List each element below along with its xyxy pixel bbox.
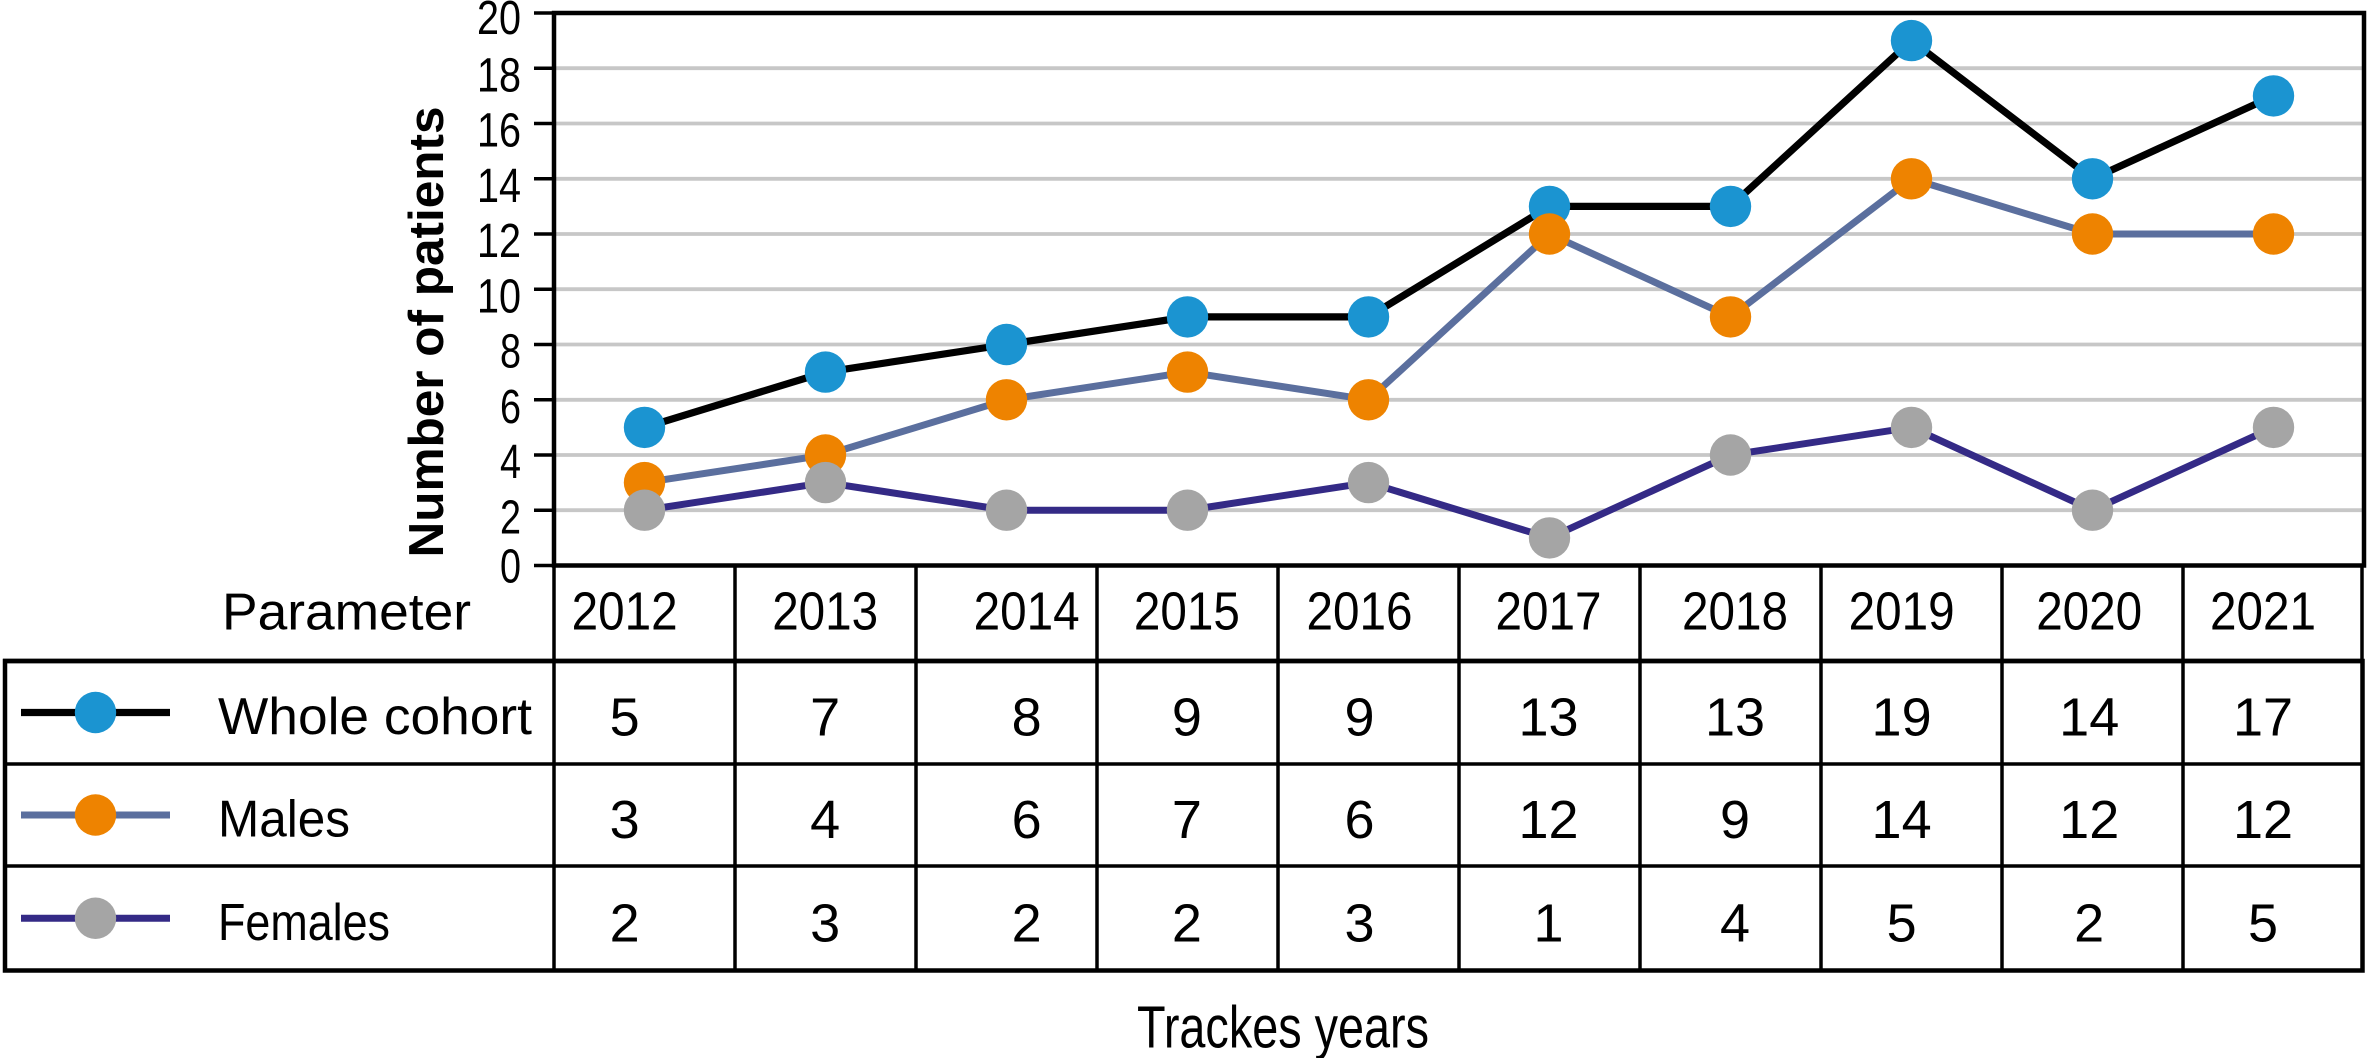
svg-text:5: 5 [610, 687, 640, 747]
svg-text:5: 5 [2248, 893, 2278, 953]
svg-text:4: 4 [500, 436, 521, 489]
svg-text:18: 18 [477, 49, 521, 102]
svg-text:4: 4 [1720, 893, 1750, 953]
svg-text:2015: 2015 [1134, 582, 1240, 642]
svg-text:2014: 2014 [974, 582, 1080, 642]
svg-text:3: 3 [810, 893, 840, 953]
svg-text:2019: 2019 [1849, 582, 1955, 642]
svg-text:Parameter: Parameter [222, 584, 471, 642]
svg-text:2013: 2013 [772, 582, 878, 642]
svg-text:12: 12 [1518, 790, 1578, 850]
svg-text:12: 12 [2059, 790, 2119, 850]
svg-text:3: 3 [610, 790, 640, 850]
svg-text:7: 7 [1172, 790, 1202, 850]
svg-text:19: 19 [1872, 687, 1932, 747]
svg-text:2020: 2020 [2036, 582, 2142, 642]
svg-text:2016: 2016 [1307, 582, 1413, 642]
svg-text:Males: Males [218, 791, 350, 849]
svg-text:2012: 2012 [572, 582, 678, 642]
svg-text:9: 9 [1720, 790, 1750, 850]
svg-text:2021: 2021 [2210, 582, 2316, 642]
svg-text:1: 1 [1533, 893, 1563, 953]
svg-text:Females: Females [218, 894, 390, 952]
svg-text:8: 8 [500, 326, 521, 379]
svg-text:2: 2 [500, 491, 521, 544]
svg-text:8: 8 [1012, 687, 1042, 747]
svg-text:Trackes years: Trackes years [1137, 995, 1429, 1058]
svg-text:6: 6 [1344, 790, 1374, 850]
svg-text:5: 5 [1887, 893, 1917, 953]
svg-text:14: 14 [477, 160, 521, 213]
svg-text:13: 13 [1705, 687, 1765, 747]
svg-text:6: 6 [1012, 790, 1042, 850]
svg-text:13: 13 [1518, 687, 1578, 747]
svg-text:16: 16 [477, 105, 521, 158]
svg-text:2: 2 [1012, 893, 1042, 953]
svg-text:7: 7 [810, 687, 840, 747]
svg-text:12: 12 [2233, 790, 2293, 850]
svg-text:0: 0 [500, 541, 521, 594]
svg-text:20: 20 [477, 0, 521, 45]
svg-text:2017: 2017 [1496, 582, 1602, 642]
svg-text:10: 10 [477, 270, 521, 323]
svg-text:2: 2 [1172, 893, 1202, 953]
svg-text:Whole cohort: Whole cohort [218, 688, 533, 746]
svg-text:3: 3 [1344, 893, 1374, 953]
svg-text:2: 2 [2074, 893, 2104, 953]
svg-text:17: 17 [2233, 687, 2293, 747]
svg-text:4: 4 [810, 790, 840, 850]
svg-text:9: 9 [1344, 687, 1374, 747]
svg-text:14: 14 [1872, 790, 1932, 850]
svg-text:12: 12 [477, 215, 521, 268]
svg-text:Number of patients: Number of patients [400, 107, 454, 558]
svg-text:2: 2 [610, 893, 640, 953]
svg-text:9: 9 [1172, 687, 1202, 747]
svg-text:2018: 2018 [1682, 582, 1788, 642]
svg-text:6: 6 [500, 381, 521, 434]
svg-text:14: 14 [2059, 687, 2119, 747]
